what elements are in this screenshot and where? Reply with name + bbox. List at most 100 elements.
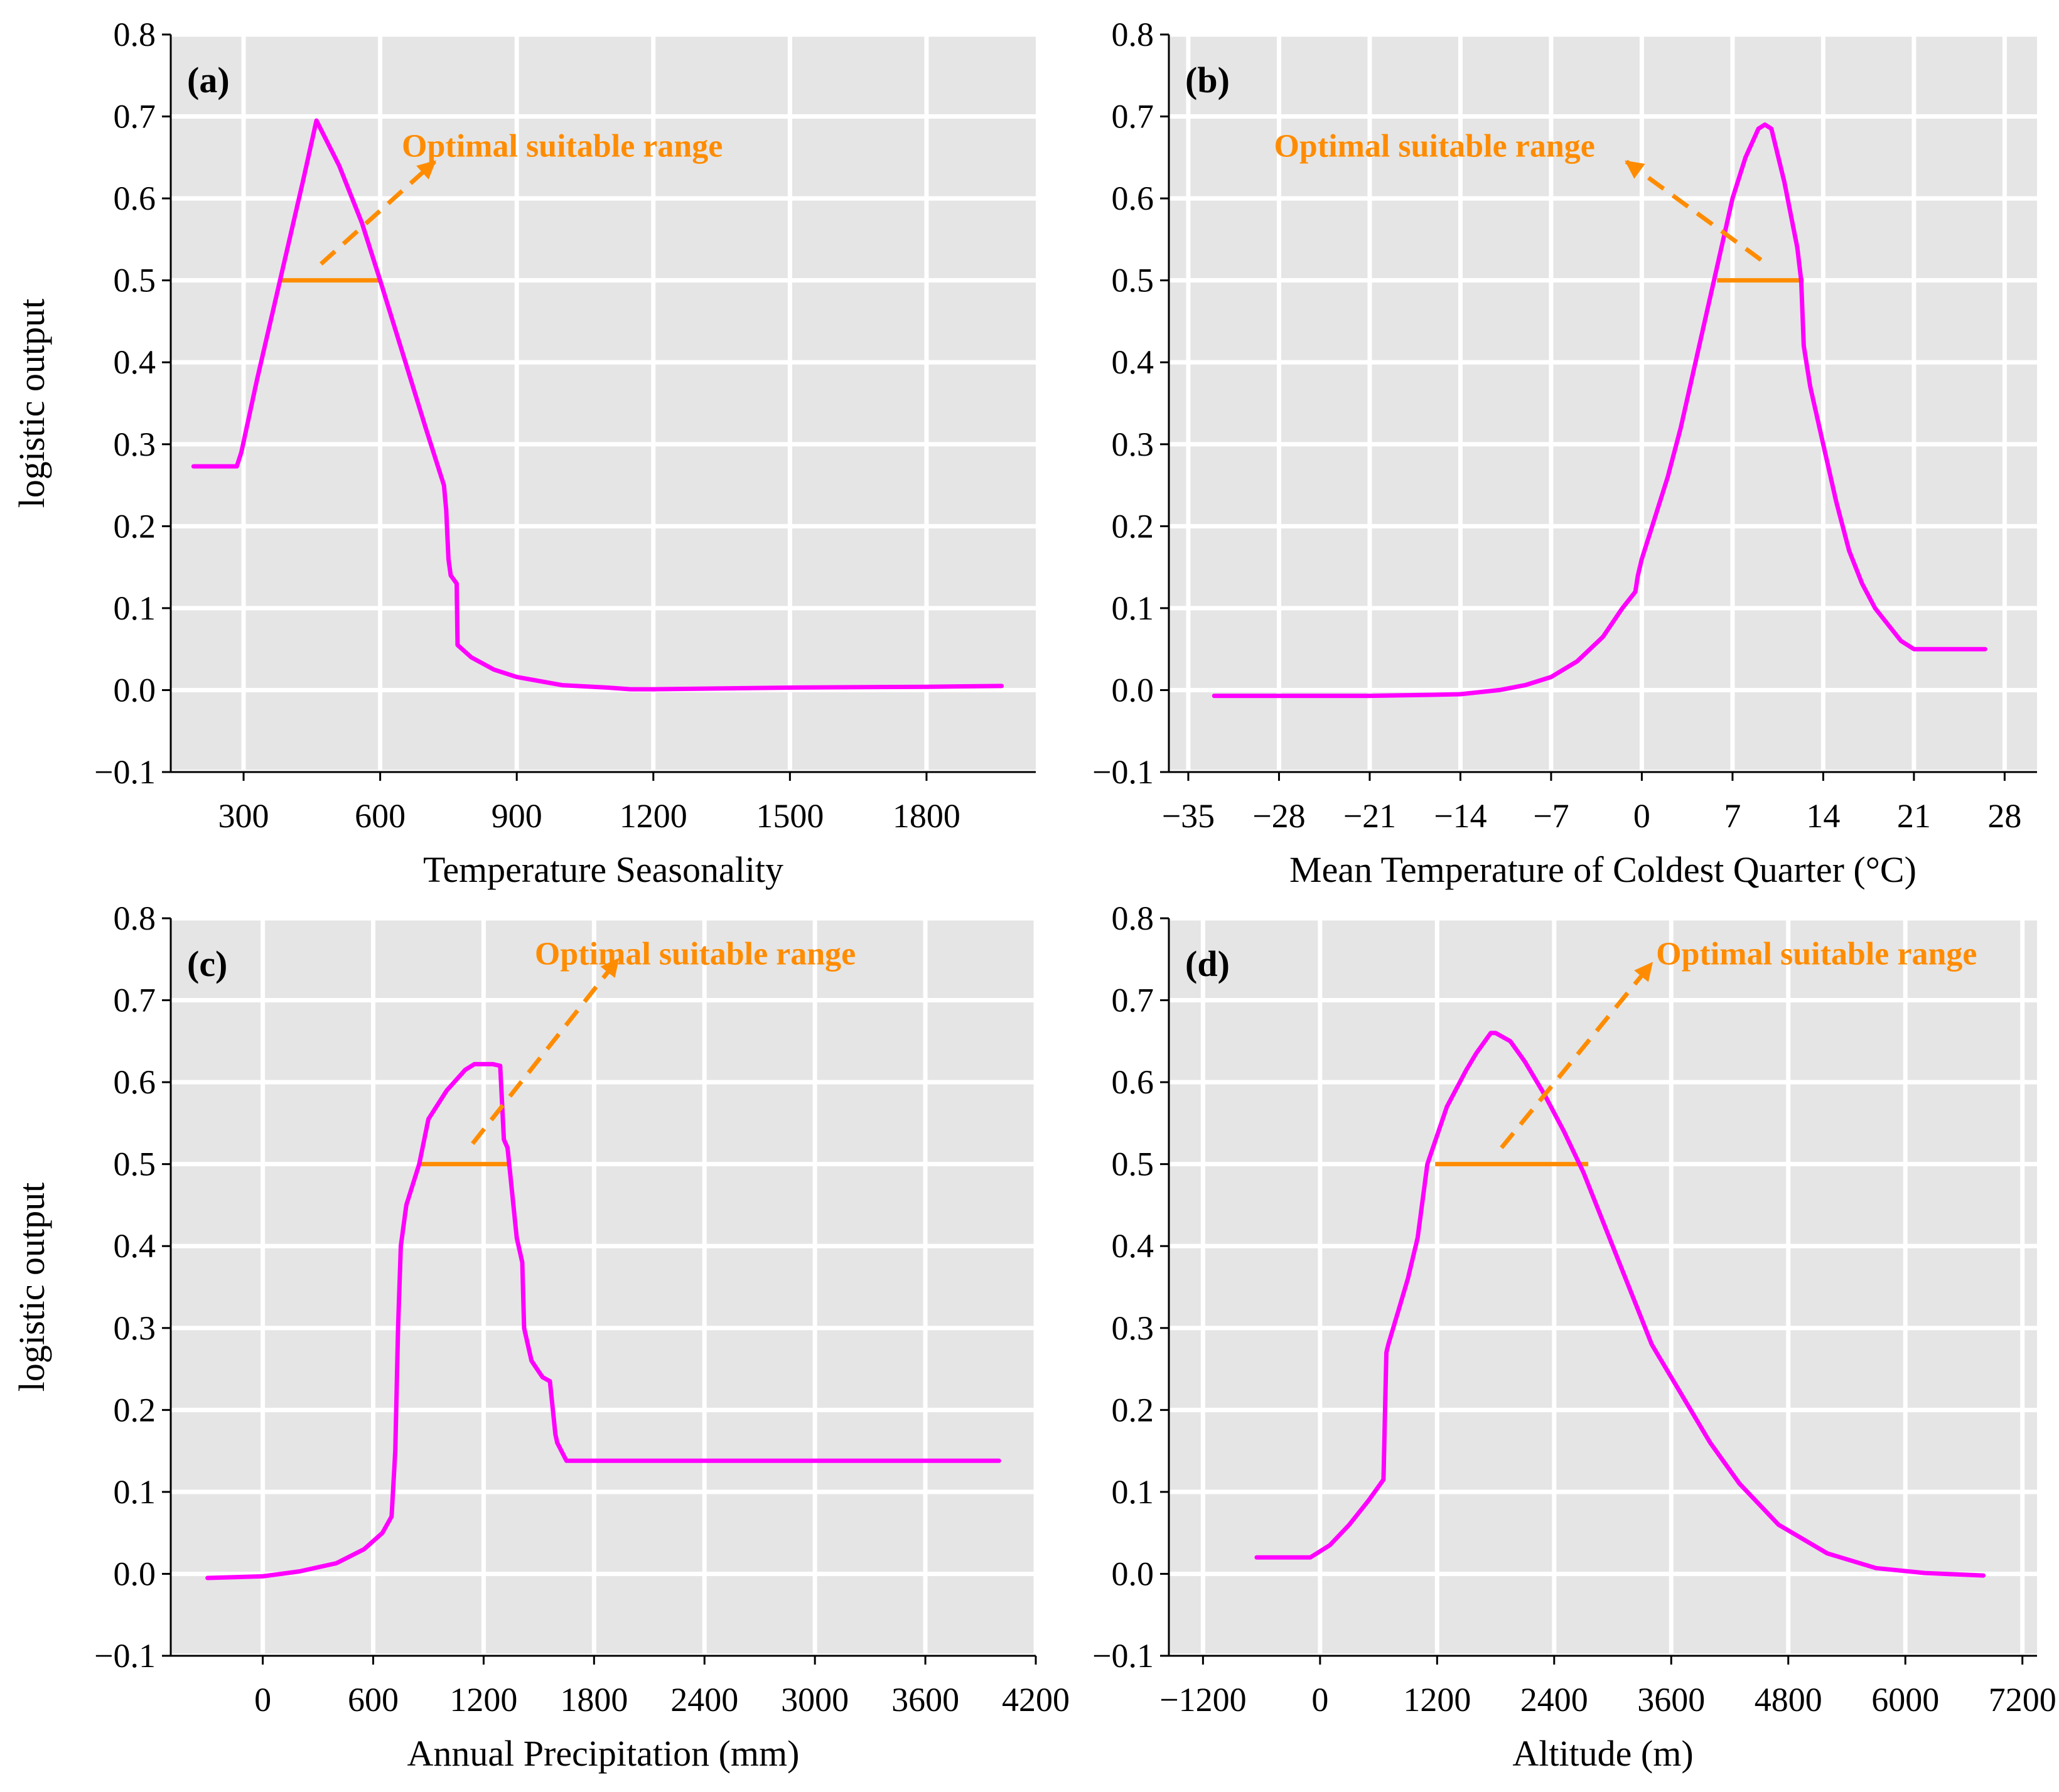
x-tick-label: −1200 (1159, 1681, 1246, 1719)
annotation-arrow (471, 957, 620, 1145)
x-tick-label: −14 (1434, 797, 1486, 835)
x-tick-label: 7200 (1989, 1681, 2056, 1719)
x-tick-label: 3600 (891, 1681, 959, 1719)
x-tick-label: 2400 (670, 1681, 738, 1719)
x-tick-label: 1200 (620, 797, 687, 835)
y-tick-label: 0.8 (1112, 899, 1154, 937)
x-tick-label: 0 (1311, 1681, 1328, 1719)
y-tick-labels: −0.1 0.0 0.1 0.2 0.3 0.4 0.5 0.6 0.7 0.8 (94, 16, 156, 791)
x-tick-label: 600 (355, 797, 406, 835)
y-tick-label: 0.8 (114, 899, 156, 937)
y-tick-label: 0.4 (1112, 1227, 1154, 1265)
gridlines (171, 916, 1038, 1658)
y-tick-label: 0.7 (114, 982, 156, 1019)
x-tick-label: −28 (1252, 797, 1305, 835)
plot-background (1169, 918, 2037, 1656)
arrow-line (1625, 159, 1763, 262)
y-tick-label: 0.0 (114, 1555, 156, 1592)
response-curve (1212, 122, 1987, 699)
x-tick-label: 300 (218, 797, 269, 835)
x-tick-label: −21 (1343, 797, 1396, 835)
annotation-arrow (1625, 159, 1763, 262)
x-tick-label: 0 (254, 1681, 271, 1719)
y-tick-label: −0.1 (94, 753, 156, 791)
annotation-arrow (1500, 962, 1653, 1149)
annotation-label: Optimal suitable range (535, 936, 856, 972)
x-tick-label: 1800 (893, 797, 960, 835)
plot-background (171, 35, 1036, 772)
curve-line (1212, 122, 1987, 699)
x-tick-label: 3000 (781, 1681, 849, 1719)
y-tick-labels: −0.1 0.0 0.1 0.2 0.3 0.4 0.5 0.6 0.7 0.8 (94, 899, 156, 1675)
x-axis-title: Mean Temperature of Coldest Quarter (°C) (1289, 849, 1917, 890)
x-tick-label: 3600 (1637, 1681, 1705, 1719)
y-tick-label: 0.4 (114, 343, 156, 381)
axis-spines (1160, 33, 2037, 781)
x-tick-label: 1200 (449, 1681, 517, 1719)
plot-background (171, 918, 1036, 1656)
y-tick-label: 0.1 (114, 1473, 156, 1511)
gridlines (171, 32, 1036, 775)
x-axis-title: Altitude (m) (1512, 1733, 1693, 1774)
annotation-arrow (319, 159, 436, 266)
y-tick-label: 0.2 (114, 1391, 156, 1429)
x-tick-label: 7 (1724, 797, 1741, 835)
x-tick-labels: −1200 0 1200 2400 3600 4800 6000 7200 (1159, 1681, 2056, 1719)
annotation-label: Optimal suitable range (402, 129, 723, 164)
x-axis-title: Annual Precipitation (mm) (407, 1733, 800, 1774)
x-axis-title: Temperature Seasonality (423, 849, 783, 890)
x-tick-label: 21 (1897, 797, 1931, 835)
panel-label: (b) (1185, 60, 1230, 100)
y-tick-labels: −0.1 0.0 0.1 0.2 0.3 0.4 0.5 0.6 0.7 0.8 (1092, 16, 1154, 791)
y-tick-label: 0.7 (1112, 982, 1154, 1019)
y-tick-label: 0.3 (114, 426, 156, 463)
axis-spines (162, 917, 1037, 1665)
x-tick-label: 2400 (1520, 1681, 1588, 1719)
x-tick-label: 900 (492, 797, 542, 835)
y-tick-label: 0.3 (1112, 426, 1154, 463)
y-tick-label: 0.8 (1112, 16, 1154, 53)
y-tick-label: 0.7 (1112, 98, 1154, 136)
annotation-label: Optimal suitable range (1274, 129, 1594, 164)
x-tick-label: 28 (1987, 797, 2021, 835)
y-tick-label: 0.1 (1112, 589, 1154, 627)
annotation-label: Optimal suitable range (1656, 936, 1977, 972)
y-axis-title: logistic output (11, 299, 52, 508)
y-tick-labels: −0.1 0.0 0.1 0.2 0.3 0.4 0.5 0.6 0.7 0.8 (1092, 899, 1154, 1675)
y-tick-label: 0.7 (114, 98, 156, 136)
x-tick-label: −35 (1162, 797, 1215, 835)
x-tick-label: 14 (1806, 797, 1840, 835)
x-tick-labels: −35 −28 −21 −14 −7 0 7 14 21 28 (1162, 797, 2022, 835)
y-tick-label: 0.3 (1112, 1309, 1154, 1347)
y-tick-label: 0.6 (114, 1063, 156, 1101)
axis-spines (162, 33, 1036, 781)
y-axis-title: logistic output (11, 1183, 52, 1392)
y-tick-label: 0.6 (1112, 1063, 1154, 1101)
x-tick-label: 1800 (560, 1681, 628, 1719)
y-tick-label: 0.3 (114, 1309, 156, 1347)
plot-background (1169, 35, 2037, 772)
y-tick-label: 0.0 (1112, 671, 1154, 709)
response-curve (1254, 1031, 1986, 1578)
arrow-line (471, 957, 620, 1145)
panel-b: −35 −28 −21 −14 −7 0 7 14 21 28 −0.1 0.0 0.1 0.2 0.3 0… (1092, 16, 2037, 890)
panel-d: −1200 0 1200 2400 3600 4800 6000 7200 −0.1 0.0 0.… (1092, 899, 2056, 1774)
y-tick-label: 0.5 (114, 1145, 156, 1183)
y-tick-label: 0.1 (114, 589, 156, 627)
y-tick-label: 0.6 (1112, 180, 1154, 217)
x-tick-label: 600 (348, 1681, 399, 1719)
y-tick-label: 0.0 (114, 671, 156, 709)
panel-label: (a) (187, 60, 230, 100)
x-tick-label: 1200 (1403, 1681, 1471, 1719)
curve-line (1254, 1031, 1986, 1578)
gridlines (1169, 916, 2037, 1658)
curve-line (205, 1061, 1001, 1580)
panel-c: 0 600 1200 1800 2400 3000 3600 4200 −0.1 0.0 0.1 0… (11, 899, 1070, 1774)
gridlines (1169, 32, 2037, 775)
panel-label: (d) (1185, 943, 1230, 984)
y-tick-label: 0.6 (114, 180, 156, 217)
panel-a: 300 600 900 1200 1500 1800 −0.1 0.0 0.1 0.2 0.3 0.… (11, 16, 1036, 890)
y-tick-label: 0.2 (114, 507, 156, 545)
response-curve (205, 1061, 1001, 1580)
